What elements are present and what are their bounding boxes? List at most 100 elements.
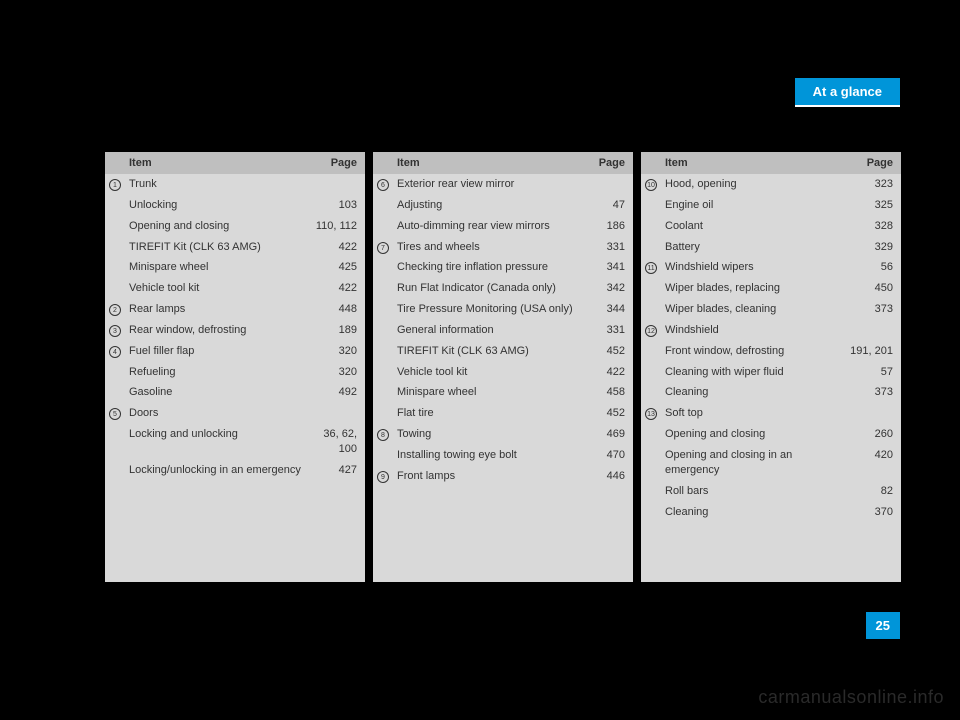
table-row: 3 Rear window, defrosting189 <box>105 320 365 341</box>
row-number: 13 <box>641 406 661 421</box>
row-item: Opening and closing in an emergency <box>661 448 845 478</box>
row-page: 344 <box>577 302 633 317</box>
table-row: 7Tires and wheels331 <box>373 237 633 258</box>
row-number <box>373 260 393 261</box>
row-page: 320 <box>309 365 365 380</box>
row-item: Battery <box>661 240 845 255</box>
table-row: Opening and closing110, 112 <box>105 216 365 237</box>
row-item: Windshield <box>661 323 845 338</box>
row-number <box>105 198 125 199</box>
table-row: Vehicle tool kit422 <box>105 278 365 299</box>
row-number <box>641 505 661 506</box>
row-number: 10 <box>641 177 661 192</box>
row-item: Tire Pressure Monitoring (USA only) <box>393 302 577 317</box>
row-item: Doors <box>125 406 309 421</box>
circled-number-icon: 7 <box>377 242 389 254</box>
row-number <box>641 448 661 449</box>
row-page: 57 <box>845 365 901 380</box>
row-number <box>641 219 661 220</box>
row-number <box>373 302 393 303</box>
row-item: Towing <box>393 427 577 442</box>
row-item: Cleaning <box>661 505 845 520</box>
circled-number-icon: 6 <box>377 179 389 191</box>
row-number <box>105 365 125 366</box>
row-page: 450 <box>845 281 901 296</box>
column-header: ItemPage <box>373 152 633 174</box>
table-row: Minispare wheel425 <box>105 257 365 278</box>
header-page-label: Page <box>309 157 365 169</box>
circled-number-icon: 3 <box>109 325 121 337</box>
table-row: 11 Windshield wipers56 <box>641 257 901 278</box>
row-item: Locking/unlocking in an emergency <box>125 463 309 478</box>
circled-number-icon: 13 <box>645 408 657 420</box>
table-row: Unlocking103 <box>105 195 365 216</box>
table-row: Locking and unlocking36, 62, 100 <box>105 424 365 460</box>
table-row: 8Towing469 <box>373 424 633 445</box>
row-item: Vehicle tool kit <box>393 365 577 380</box>
table-row: 5Doors <box>105 403 365 424</box>
row-item: Rear window, defrosting <box>125 323 309 338</box>
row-page: 331 <box>577 323 633 338</box>
row-item: Front lamps <box>393 469 577 484</box>
table-row: General information331 <box>373 320 633 341</box>
table-row: Cleaning with wiper fluid57 <box>641 362 901 383</box>
row-page: 469 <box>577 427 633 442</box>
row-page: 342 <box>577 281 633 296</box>
row-number: 3 <box>105 323 125 338</box>
row-item: Cleaning <box>661 385 845 400</box>
row-item: Roll bars <box>661 484 845 499</box>
row-number <box>105 463 125 464</box>
header-page-label: Page <box>845 157 901 169</box>
row-item: Adjusting <box>393 198 577 213</box>
row-number: 6 <box>373 177 393 192</box>
index-tables: ItemPage1TrunkUnlocking103Opening and cl… <box>105 152 905 582</box>
row-number <box>105 260 125 261</box>
row-page: 56 <box>845 260 901 275</box>
row-item: Vehicle tool kit <box>125 281 309 296</box>
row-item: Cleaning with wiper fluid <box>661 365 845 380</box>
row-item: Installing towing eye bolt <box>393 448 577 463</box>
table-row: Wiper blades, cleaning373 <box>641 299 901 320</box>
row-page: 103 <box>309 198 365 213</box>
row-number: 8 <box>373 427 393 442</box>
table-row: Front window, defrosting191, 201 <box>641 341 901 362</box>
row-number <box>105 219 125 220</box>
table-row: 10Hood, opening323 <box>641 174 901 195</box>
table-row: 2Rear lamps448 <box>105 299 365 320</box>
row-number: 12 <box>641 323 661 338</box>
row-number <box>641 344 661 345</box>
table-row: 1Trunk <box>105 174 365 195</box>
row-item: Rear lamps <box>125 302 309 317</box>
row-number <box>641 302 661 303</box>
table-row: Tire Pressure Monitoring (USA only)344 <box>373 299 633 320</box>
row-item: Engine oil <box>661 198 845 213</box>
circled-number-icon: 11 <box>645 262 657 274</box>
row-item: Windshield wipers <box>661 260 845 275</box>
header-item-label: Item <box>661 157 845 169</box>
table-row: 12Windshield <box>641 320 901 341</box>
row-item: Exterior rear view mirror <box>393 177 577 192</box>
table-row: Wiper blades, replacing450 <box>641 278 901 299</box>
row-item: Gasoline <box>125 385 309 400</box>
row-item: Tires and wheels <box>393 240 577 255</box>
row-item: General information <box>393 323 577 338</box>
table-row: Installing towing eye bolt470 <box>373 445 633 466</box>
table-row: Opening and closing260 <box>641 424 901 445</box>
row-page: 323 <box>845 177 901 192</box>
row-number: 1 <box>105 177 125 192</box>
row-number <box>641 281 661 282</box>
table-row: Battery329 <box>641 237 901 258</box>
table-row: Engine oil325 <box>641 195 901 216</box>
row-item: Wiper blades, replacing <box>661 281 845 296</box>
row-number: 9 <box>373 469 393 484</box>
row-page: 448 <box>309 302 365 317</box>
row-page: 325 <box>845 198 901 213</box>
row-item: Coolant <box>661 219 845 234</box>
table-row: Coolant328 <box>641 216 901 237</box>
row-item: TIREFIT Kit (CLK 63 AMG) <box>125 240 309 255</box>
table-row: 6 Exterior rear view mirror <box>373 174 633 195</box>
row-page: 186 <box>577 219 633 234</box>
circled-number-icon: 4 <box>109 346 121 358</box>
row-page: 189 <box>309 323 365 338</box>
row-number <box>373 385 393 386</box>
